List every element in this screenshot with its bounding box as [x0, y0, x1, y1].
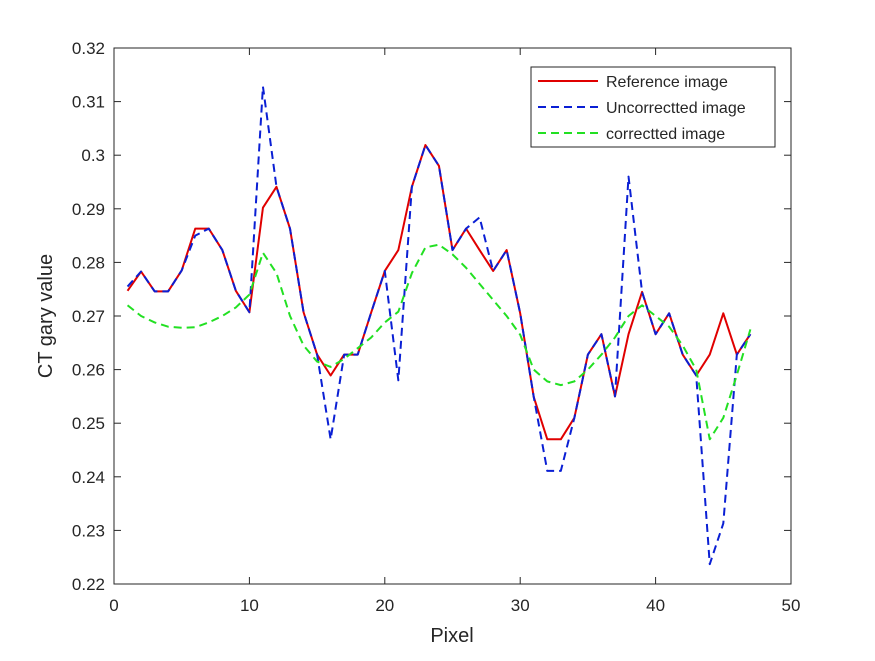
- ticks-layer: 0 10 20 30 40 50 0.22 0.23 0.24 0.25 0.26 0.27 0.28 0…: [72, 39, 801, 615]
- x-tick-label: 30: [511, 596, 530, 615]
- y-tick-label: 0.3: [81, 146, 105, 165]
- legend-label-corrected: correctted image: [606, 126, 725, 143]
- legend-label-reference: Reference image: [606, 74, 728, 91]
- y-tick-label: 0.25: [72, 414, 105, 433]
- legend: Reference image Uncorrectted image corre…: [530, 66, 776, 148]
- series-line-uncorrectted-image: [126, 85, 752, 566]
- x-tick-label: 20: [375, 596, 394, 615]
- legend-entry-corrected: correctted image: [538, 126, 725, 143]
- legend-entry-uncorrected: Uncorrectted image: [538, 100, 746, 117]
- x-axis-label: Pixel: [430, 625, 473, 647]
- legend-label-uncorrected: Uncorrectted image: [606, 100, 746, 117]
- y-tick-label: 0.22: [72, 575, 105, 594]
- y-tick-label: 0.27: [72, 307, 105, 326]
- y-tick-label: 0.26: [72, 361, 105, 380]
- x-tick-label: 40: [646, 596, 665, 615]
- y-axis-label: CT gary value: [35, 254, 57, 378]
- series-layer: [126, 85, 752, 566]
- y-tick-label: 0.29: [72, 200, 105, 219]
- x-tick-label: 50: [782, 596, 801, 615]
- y-tick-label: 0.31: [72, 93, 105, 112]
- legend-entry-reference: Reference image: [538, 74, 728, 91]
- x-tick-label: 0: [109, 596, 118, 615]
- y-tick-label: 0.23: [72, 521, 105, 540]
- x-tick-label: 10: [240, 596, 259, 615]
- y-tick-label: 0.24: [72, 468, 105, 487]
- y-tick-label: 0.28: [72, 253, 105, 272]
- y-tick-label: 0.32: [72, 39, 105, 58]
